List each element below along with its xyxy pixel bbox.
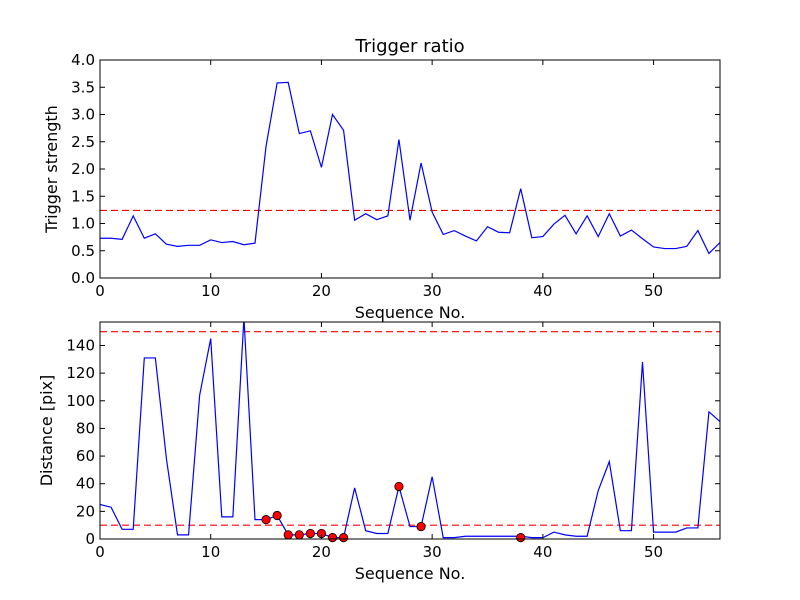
series-line <box>100 81 720 255</box>
y-tick-label: 2.5 <box>71 133 95 151</box>
y-tick-label: 4.0 <box>71 51 95 69</box>
y-tick-label: 60 <box>76 447 95 465</box>
data-marker <box>416 521 426 532</box>
y-tick-label: 100 <box>66 392 95 410</box>
data-marker <box>394 481 404 492</box>
x-tick-label: 10 <box>201 282 220 300</box>
y-tick-label: 0.5 <box>71 242 95 260</box>
y-tick-label: 40 <box>76 475 95 493</box>
x-axis-label: Sequence No. <box>355 564 466 583</box>
data-marker <box>294 530 304 540</box>
y-tick-label: 0 <box>85 530 95 548</box>
axes-frame <box>99 321 721 540</box>
x-tick-label: 10 <box>201 543 220 561</box>
x-tick-label: 20 <box>312 543 331 561</box>
distance-plot: 0 10 20 30 40 50 0 20 40 60 80 100 120 140 Sequence No… <box>37 321 721 583</box>
x-tick-label: 30 <box>423 543 442 561</box>
x-tick-label: 50 <box>644 282 663 300</box>
x-tick-label: 20 <box>312 282 331 300</box>
y-tick-label: 1.0 <box>71 215 95 233</box>
data-marker <box>327 533 338 543</box>
y-tick-label: 3.5 <box>71 78 95 96</box>
series-line <box>100 322 720 539</box>
data-marker <box>272 510 282 521</box>
trigger-ratio-plot: 0 10 20 30 40 50 0.0 0.5 1.0 1.5 2.0 2.5 3.0 3.5 4.0 Se… <box>42 36 721 322</box>
data-marker <box>338 533 349 543</box>
y-tick-label: 20 <box>76 502 95 520</box>
data-marker <box>261 515 271 525</box>
data-marker <box>283 530 293 540</box>
y-axis-label: Trigger strength <box>42 105 61 234</box>
x-axis-label: Sequence No. <box>355 303 466 322</box>
y-tick-label: 1.5 <box>71 187 95 205</box>
chart-title: Trigger ratio <box>354 36 464 57</box>
y-axis-label: Distance [pix] <box>37 375 56 487</box>
y-tick-label: 0.0 <box>71 269 95 287</box>
data-marker <box>305 528 315 539</box>
y-tick-label: 80 <box>76 419 95 437</box>
x-tick-label: 0 <box>95 282 105 300</box>
x-tick-label: 40 <box>533 282 552 300</box>
x-tick-label: 40 <box>533 543 552 561</box>
y-tick-label: 2.0 <box>71 160 95 178</box>
y-tick-label: 120 <box>66 364 95 382</box>
x-tick-label: 50 <box>644 543 663 561</box>
x-tick-label: 30 <box>423 282 442 300</box>
x-tick-label: 0 <box>95 543 105 561</box>
y-tick-label: 3.0 <box>71 106 95 124</box>
data-marker <box>516 533 526 543</box>
y-tick-label: 140 <box>66 336 95 354</box>
